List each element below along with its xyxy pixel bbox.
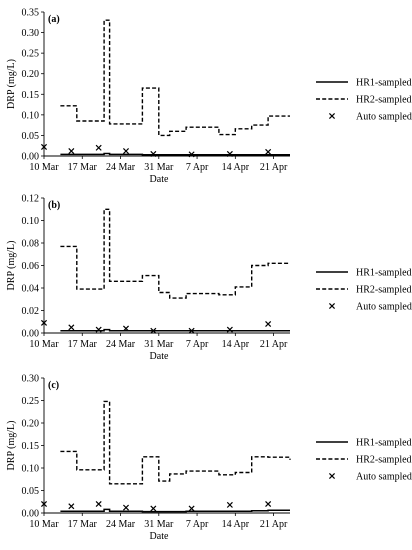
y-tick-label: 0.25 bbox=[22, 396, 40, 407]
x-tick-label: 10 Mar bbox=[29, 339, 59, 350]
legend-label: Auto sampled bbox=[356, 302, 412, 313]
auto-sampled-point bbox=[68, 324, 75, 331]
hr2-series-line bbox=[60, 19, 290, 137]
x-tick-label: 24 Mar bbox=[106, 339, 136, 350]
auto-sampled-point bbox=[40, 319, 48, 326]
legend-label: HR1-sampled bbox=[356, 78, 412, 89]
panel-label: (b) bbox=[48, 200, 60, 211]
legend-label: Auto sampled bbox=[356, 472, 412, 483]
y-tick-label: 0.30 bbox=[22, 28, 40, 39]
y-tick-label: 0.15 bbox=[22, 90, 40, 101]
legend-marker-auto bbox=[328, 302, 336, 310]
panel-label: (c) bbox=[48, 380, 59, 391]
legend-label: HR2-sampled bbox=[356, 95, 412, 106]
x-tick-label: 14 Apr bbox=[222, 519, 250, 530]
y-tick-label: 0.12 bbox=[22, 194, 40, 205]
auto-sampled-point bbox=[188, 505, 195, 512]
legend-marker-auto bbox=[328, 112, 336, 120]
auto-sampled-point bbox=[95, 500, 102, 508]
y-tick-label: 0.00 bbox=[22, 329, 40, 340]
x-tick-label: 17 Mar bbox=[68, 162, 98, 173]
x-tick-label: 17 Mar bbox=[68, 339, 98, 350]
auto-sampled-point bbox=[40, 500, 48, 508]
x-tick-label: 14 Apr bbox=[222, 162, 250, 173]
auto-sampled-point bbox=[68, 503, 75, 510]
y-tick-label: 0.08 bbox=[22, 239, 40, 250]
x-tick-label: 10 Mar bbox=[29, 162, 59, 173]
legend-label: Auto sampled bbox=[356, 112, 412, 123]
hr2-series-line bbox=[60, 208, 290, 299]
auto-sampled-point bbox=[265, 320, 272, 328]
x-tick-label: 31 Mar bbox=[144, 162, 174, 173]
chart-panel-1: 0.00 0.05 0.10 0.15 0.20 0.25 0.30 0.35 10 Mar 17… bbox=[6, 8, 412, 186]
x-tick-label: 7 Apr bbox=[186, 162, 209, 173]
auto-sampled-point bbox=[68, 148, 75, 155]
y-tick-label: 0.10 bbox=[22, 464, 40, 475]
hr1-series-line bbox=[60, 508, 290, 513]
y-tick-label: 0.10 bbox=[22, 216, 40, 227]
auto-sampled-point bbox=[122, 325, 130, 332]
legend-label: HR1-sampled bbox=[356, 438, 412, 449]
auto-sampled-point bbox=[95, 144, 102, 151]
y-tick-label: 0.25 bbox=[22, 49, 40, 60]
y-tick-label: 0.20 bbox=[22, 419, 40, 430]
y-tick-label: 0.00 bbox=[22, 152, 40, 163]
legend-label: HR2-sampled bbox=[356, 285, 412, 296]
x-tick-label: 7 Apr bbox=[186, 519, 209, 530]
y-tick-label: 0.05 bbox=[22, 486, 40, 497]
x-tick-label: 17 Mar bbox=[68, 519, 98, 530]
x-tick-label: 10 Mar bbox=[29, 519, 59, 530]
x-tick-label: 14 Apr bbox=[222, 339, 250, 350]
legend-label: HR1-sampled bbox=[356, 268, 412, 279]
hr2-series-line bbox=[60, 400, 291, 485]
y-tick-label: 0.35 bbox=[22, 8, 40, 19]
x-axis-title: Date bbox=[150, 351, 169, 362]
y-tick-label: 0.30 bbox=[22, 374, 40, 385]
legend-marker-auto bbox=[328, 472, 336, 480]
auto-sampled-point bbox=[226, 150, 233, 157]
y-tick-label: 0.05 bbox=[22, 131, 40, 142]
y-axis-title: DRP (mg/L) bbox=[6, 59, 17, 109]
auto-sampled-point bbox=[122, 148, 130, 155]
auto-sampled-point bbox=[188, 151, 195, 158]
hr1-series-line bbox=[60, 152, 290, 156]
auto-sampled-point bbox=[188, 327, 195, 334]
auto-sampled-point bbox=[265, 500, 272, 508]
x-axis-title: Date bbox=[150, 174, 169, 185]
x-tick-label: 7 Apr bbox=[186, 339, 209, 350]
x-tick-label: 31 Mar bbox=[144, 519, 174, 530]
panel-label: (a) bbox=[48, 14, 60, 25]
y-tick-label: 0.04 bbox=[22, 284, 40, 295]
x-tick-label: 24 Mar bbox=[106, 519, 136, 530]
y-axis-title: DRP (mg/L) bbox=[6, 421, 17, 471]
auto-sampled-point bbox=[122, 504, 130, 511]
y-tick-label: 0.02 bbox=[22, 306, 40, 317]
y-tick-label: 0.20 bbox=[22, 69, 40, 80]
y-tick-label: 0.06 bbox=[22, 261, 40, 272]
x-tick-label: 21 Apr bbox=[260, 519, 288, 530]
x-tick-label: 21 Apr bbox=[260, 339, 288, 350]
auto-sampled-point bbox=[226, 326, 233, 333]
chart-panel-3: 0.00 0.05 0.10 0.15 0.20 0.25 0.30 10 Mar 17 Mar… bbox=[6, 374, 412, 543]
auto-sampled-point bbox=[95, 326, 102, 333]
auto-sampled-point bbox=[226, 501, 233, 508]
x-tick-label: 31 Mar bbox=[144, 339, 174, 350]
x-tick-label: 24 Mar bbox=[106, 162, 136, 173]
chart-panel-2: 0.00 0.02 0.04 0.06 0.08 0.10 0.12 10 Mar 17 Mar… bbox=[6, 194, 412, 363]
auto-sampled-point bbox=[150, 505, 157, 512]
y-tick-label: 0.15 bbox=[22, 441, 40, 452]
auto-sampled-point bbox=[40, 143, 48, 150]
y-tick-label: 0.00 bbox=[22, 509, 40, 520]
legend-label: HR2-sampled bbox=[356, 455, 412, 466]
x-tick-label: 21 Apr bbox=[260, 162, 288, 173]
y-tick-label: 0.10 bbox=[22, 110, 40, 121]
auto-sampled-point bbox=[150, 327, 157, 334]
y-axis-title: DRP (mg/L) bbox=[6, 241, 17, 291]
x-axis-title: Date bbox=[150, 531, 169, 542]
auto-sampled-point bbox=[150, 150, 157, 157]
hr1-series-line bbox=[60, 328, 290, 332]
auto-sampled-point bbox=[265, 148, 272, 155]
